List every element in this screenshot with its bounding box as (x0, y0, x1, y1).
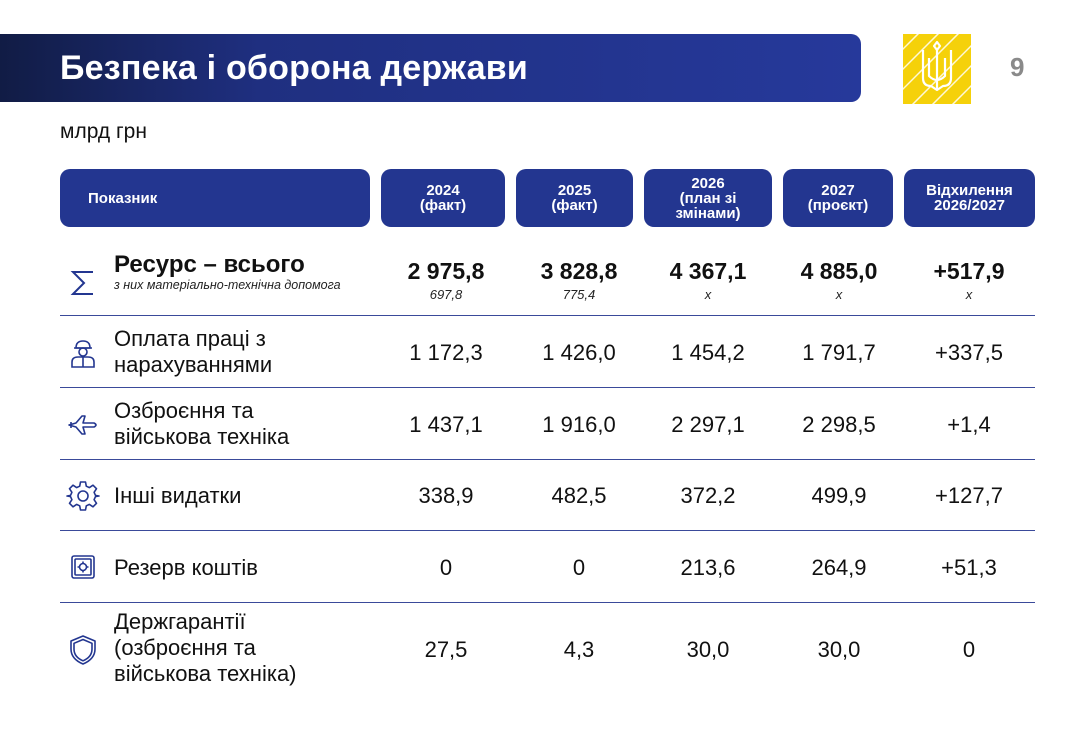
total-sub-2027: х (835, 287, 843, 302)
row-divider (60, 387, 1035, 388)
cell-guarantees-2024: 27,5 (424, 637, 468, 662)
row-divider (60, 530, 1035, 531)
sigma-icon (70, 271, 93, 295)
cell-weapons-2025: 1 916,0 (542, 412, 616, 437)
total-2025: 3 828,8 (540, 258, 618, 284)
cell-guarantees-2025: 4,3 (563, 637, 595, 662)
gear-icon (66, 481, 100, 511)
cell-other-2026: 372,2 (680, 483, 736, 508)
cell-other-2027: 499,9 (811, 483, 867, 508)
cell-guarantees-2026: 30,0 (686, 637, 730, 662)
cell-reserve-2027: 264,9 (811, 555, 867, 580)
cell-weapons-2027: 2 298,5 (802, 412, 876, 437)
cell-other-deviation: +127,7 (935, 483, 1003, 508)
total-2027: 4 885,0 (800, 258, 878, 284)
units-label: млрд грн (60, 120, 147, 143)
row-divider (60, 602, 1035, 603)
cell-reserve-2026: 213,6 (680, 555, 736, 580)
total-deviation: +517,9 (933, 258, 1005, 284)
column-header-2027: 2027 (проєкт) (783, 169, 893, 227)
row-label-other: Інші видатки (114, 483, 242, 508)
row-divider (60, 315, 1035, 316)
cell-salary-2025: 1 426,0 (542, 340, 616, 365)
row-divider (60, 459, 1035, 460)
cell-reserve-deviation: +51,3 (941, 555, 997, 580)
row-label-weapons: Озброєння та військова техніка (114, 398, 290, 449)
cell-guarantees-deviation: 0 (962, 637, 976, 662)
total-sub-2026: х (704, 287, 712, 302)
page-number: 9 (1010, 52, 1025, 82)
cell-weapons-2024: 1 437,1 (409, 412, 483, 437)
column-header-deviation: Відхилення 2026/2027 (904, 169, 1035, 227)
total-sub-deviation: х (965, 287, 973, 302)
page-title: Безпека і оборона держави (60, 49, 528, 87)
row-label-reserve: Резерв коштів (114, 555, 258, 580)
total-2024: 2 975,8 (407, 258, 485, 284)
row-label-salary: Оплата праці з нарахуваннями (114, 326, 273, 377)
cell-guarantees-2027: 30,0 (817, 637, 861, 662)
column-header-indicator: Показник (60, 169, 370, 227)
total-sub-2025: 775,4 (562, 287, 596, 302)
worker-icon (71, 340, 95, 368)
column-header-2024: 2024 (факт) (381, 169, 505, 227)
cell-salary-2027: 1 791,7 (802, 340, 876, 365)
safe-icon (71, 555, 95, 579)
total-label: Ресурс – всього (114, 251, 305, 278)
cell-reserve-2024: 0 (439, 555, 453, 580)
total-sub-2024: 697,8 (429, 287, 463, 302)
cell-other-2025: 482,5 (551, 483, 607, 508)
row-label-guarantees: Держгарантії (озброєння та військова тех… (114, 609, 297, 686)
shield-icon (70, 635, 96, 665)
cell-weapons-2026: 2 297,1 (671, 412, 745, 437)
column-header-2025: 2025 (факт) (516, 169, 633, 227)
total-note: з них матеріально-технічна допомога (114, 278, 341, 292)
trident-emblem (903, 34, 971, 104)
cell-weapons-deviation: +1,4 (947, 412, 991, 437)
cell-salary-deviation: +337,5 (935, 340, 1003, 365)
cell-other-2024: 338,9 (418, 483, 474, 508)
title-banner: Безпека і оборона держави (0, 34, 861, 102)
cell-reserve-2025: 0 (572, 555, 586, 580)
cell-salary-2024: 1 172,3 (409, 340, 483, 365)
column-header-2026: 2026 (план зі змінами) (644, 169, 772, 227)
aircraft-icon (68, 415, 97, 435)
total-2026: 4 367,1 (669, 258, 747, 284)
cell-salary-2026: 1 454,2 (671, 340, 745, 365)
